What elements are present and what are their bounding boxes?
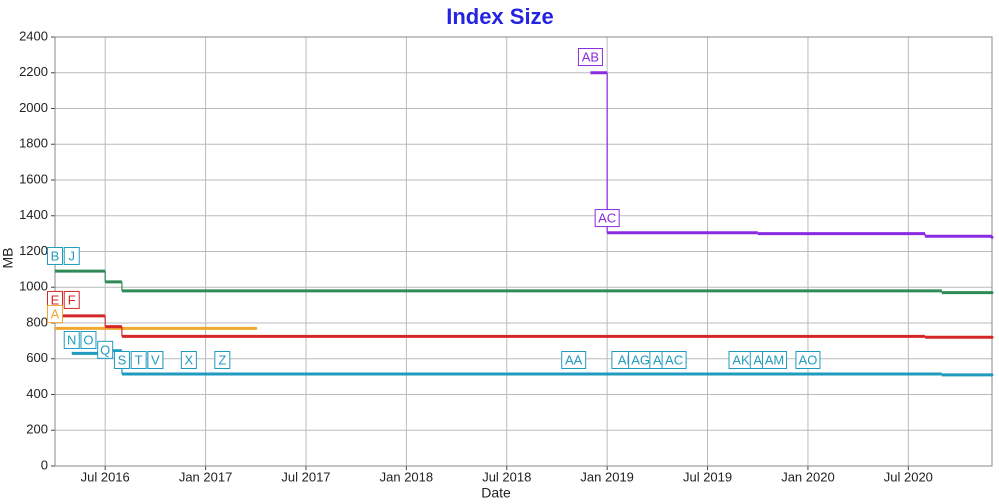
annotation-label: AO bbox=[799, 352, 818, 367]
y-tick-label: 1800 bbox=[19, 136, 48, 151]
annotation-label: AB bbox=[582, 49, 599, 64]
annotation-flag bbox=[661, 351, 687, 370]
x-tick-label: Jan 2020 bbox=[781, 469, 835, 484]
annotation-flag bbox=[47, 246, 63, 265]
x-tick-label: Jan 2017 bbox=[179, 469, 233, 484]
x-axis-label: Date bbox=[481, 485, 511, 501]
y-axis-label: MB bbox=[0, 248, 16, 269]
y-tick-label: 600 bbox=[26, 350, 48, 365]
x-tick-label: Jul 2017 bbox=[281, 469, 330, 484]
x-tick-label: Jul 2019 bbox=[683, 469, 732, 484]
annotation-label: B bbox=[51, 248, 60, 263]
annotation-label: A bbox=[753, 352, 762, 367]
annotation-flag bbox=[63, 290, 80, 309]
y-tick-label: 1400 bbox=[19, 207, 48, 222]
x-tick-label: Jan 2018 bbox=[380, 469, 434, 484]
annotation-label: AC bbox=[598, 211, 616, 226]
y-tick-label: 1600 bbox=[19, 171, 48, 186]
annotation-label: AI bbox=[618, 352, 630, 367]
annotation-label: N bbox=[67, 332, 76, 347]
annotation-flag bbox=[97, 340, 114, 359]
y-tick-label: 400 bbox=[26, 386, 48, 401]
annotation-label: AG bbox=[631, 352, 650, 367]
annotation-flag bbox=[147, 351, 164, 370]
annotation-flag bbox=[63, 330, 80, 349]
annotation-flag bbox=[47, 305, 63, 324]
y-tick-label: 2000 bbox=[19, 100, 48, 115]
annotation-flag bbox=[214, 351, 231, 370]
annotation-label: F bbox=[68, 292, 76, 307]
annotation-label: Z bbox=[218, 352, 226, 367]
annotation-label: E bbox=[51, 292, 60, 307]
x-tick-label: Jul 2016 bbox=[81, 469, 130, 484]
end-point bbox=[990, 373, 994, 377]
annotation-label: A bbox=[653, 352, 662, 367]
chart-title: Index Size bbox=[446, 4, 554, 29]
y-tick-label: 1000 bbox=[19, 279, 48, 294]
annotation-label: J bbox=[68, 248, 75, 263]
annotation-label: AA bbox=[565, 352, 583, 367]
y-tick-label: 200 bbox=[26, 422, 48, 437]
end-point bbox=[990, 235, 994, 239]
annotation-label: S bbox=[118, 352, 127, 367]
y-tick-label: 800 bbox=[26, 314, 48, 329]
y-tick-label: 2400 bbox=[19, 28, 48, 43]
annotation-flag bbox=[180, 351, 197, 370]
y-tick-label: 1200 bbox=[19, 243, 48, 258]
annotation-flag bbox=[63, 246, 80, 265]
annotation-flag bbox=[80, 330, 97, 349]
end-point bbox=[990, 335, 994, 339]
annotation-flag bbox=[761, 351, 787, 370]
annotation-label: AC bbox=[665, 352, 683, 367]
x-tick-label: Jul 2018 bbox=[482, 469, 531, 484]
annotation-flag bbox=[113, 351, 130, 370]
annotation-flag bbox=[594, 209, 620, 228]
annotation-label: T bbox=[135, 352, 143, 367]
annotation-flag bbox=[795, 351, 821, 370]
annotation-label: AK bbox=[732, 352, 750, 367]
end-point bbox=[990, 291, 994, 295]
x-tick-label: Jul 2020 bbox=[884, 469, 933, 484]
annotation-label: AM bbox=[765, 352, 785, 367]
annotation-flag bbox=[577, 48, 603, 67]
y-tick-label: 2200 bbox=[19, 64, 48, 79]
end-point bbox=[254, 326, 258, 330]
annotation-label: X bbox=[185, 352, 194, 367]
y-tick-label: 0 bbox=[41, 457, 48, 472]
annotation-flag bbox=[561, 351, 587, 370]
annotation-label: V bbox=[151, 352, 160, 367]
annotation-label: A bbox=[51, 307, 60, 322]
x-tick-label: Jan 2019 bbox=[580, 469, 634, 484]
annotation-label: Q bbox=[100, 342, 110, 357]
annotation-label: O bbox=[83, 332, 93, 347]
annotation-flag bbox=[130, 351, 147, 370]
